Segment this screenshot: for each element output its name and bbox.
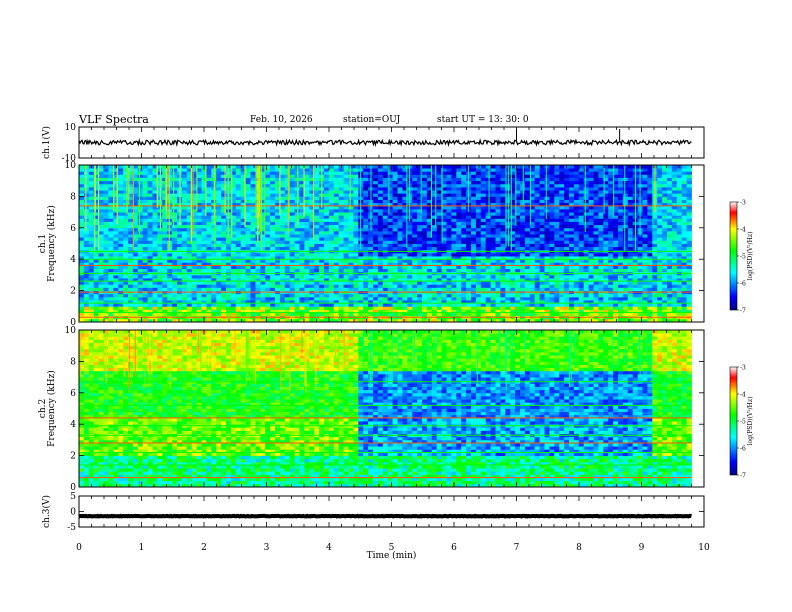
chart-title: VLF Spectra [79,113,149,126]
xtick-label-6: 6 [451,543,457,553]
ch1-waveform-ytick-0: 10 [65,123,77,133]
colorbar-ch1-tick-0: -3 [740,200,746,207]
colorbar-ch2-scale [729,366,738,476]
x-axis-label: Time (min) [367,550,417,561]
xtick-label-0: 0 [76,543,82,553]
colorbar-ch2-tick-1: -4 [740,392,746,399]
xtick-label-7: 7 [514,543,520,553]
colorbar-ch1-label: log(PSD)(V²/Hz) [747,232,754,281]
ch3-waveform-ytick-2: -5 [67,523,76,533]
xtick-label-3: 3 [264,543,270,553]
ch2-spectrogram-ytick-1: 8 [70,357,76,367]
station-label: station=OUJ [343,115,401,125]
colorbar-ch2-tick-3: -6 [740,446,746,453]
ch3-waveform-ytick-0: 5 [70,492,76,502]
colorbar-ch1-scale [729,201,738,311]
ch2-spectrogram-ytick-3: 4 [70,420,76,430]
ch1-spectrogram-ytick-2: 6 [70,224,76,234]
ch1-spectrogram-cells [79,165,692,323]
start-time-label: start UT = 13: 30: 0 [437,115,529,125]
ch1-trace-group [78,129,692,148]
ch3-trace-group [78,513,692,519]
ch2-spectrogram-ylabel-1: Frequency (kHz) [46,370,57,447]
ch3-trace [78,513,692,519]
colorbar-ch1-tick-4: -7 [740,308,746,315]
xtick-label-9: 9 [639,543,645,553]
ch1-spectrogram-ytick-1: 8 [70,192,76,202]
ch2-spectrogram-ytick-2: 6 [70,389,76,399]
colorbar-ch1-tick-1: -4 [740,227,746,234]
date-label: Feb. 10, 2026 [250,115,313,125]
ch1-trace [78,138,692,148]
ch2-spectrogram-cells [79,330,692,488]
ch1-spectrogram-ytick-5: 0 [70,318,76,328]
xtick-label-5: 5 [389,543,395,553]
ch1-waveform-ylabel-0: ch.1(V) [41,126,52,159]
colorbar-ch2-tick-4: -7 [740,473,746,480]
ch2-spectrogram-ytick-0: 10 [65,326,77,336]
ch1-spectrogram-ytick-3: 4 [70,255,76,265]
xtick-label-1: 1 [139,543,145,553]
xtick-label-2: 2 [201,543,207,553]
ch3-waveform-ylabel-0: ch.3(V) [41,495,52,528]
ch1-waveform-ytick-1: -10 [62,154,77,164]
colorbar-ch2-tick-0: -3 [740,365,746,372]
ch2-spectrogram-ylabel-0: ch.2 [38,399,48,418]
xtick-label-4: 4 [326,543,332,553]
xtick-label-8: 8 [576,543,582,553]
ch1-spectrogram-ytick-0: 10 [65,161,77,171]
ch3-waveform-ytick-1: 0 [70,508,76,518]
ch2-spectrogram-ytick-4: 2 [70,452,76,462]
ch1-spectrogram-ylabel-0: ch.1 [38,234,48,253]
colorbar-ch1-tick-3: -6 [740,281,746,288]
ch2-spectrogram-ytick-5: 0 [70,483,76,493]
ch1-spectrogram-ytick-4: 2 [70,287,76,297]
colorbar-ch2-tick-2: -5 [740,419,746,426]
colorbar-ch2: -3 -4 -5 -6 -7 log(PSD)(V²/Hz) [729,365,754,480]
colorbar-ch2-label: log(PSD)(V²/Hz) [747,397,754,446]
colorbar-ch1: -3 -4 -5 -6 -7 log(PSD)(V²/Hz) [729,200,754,315]
ch1-spectrogram-ylabel-1: Frequency (kHz) [46,205,57,282]
colorbar-ch1-tick-2: -5 [740,254,746,261]
xtick-label-10: 10 [698,543,710,553]
